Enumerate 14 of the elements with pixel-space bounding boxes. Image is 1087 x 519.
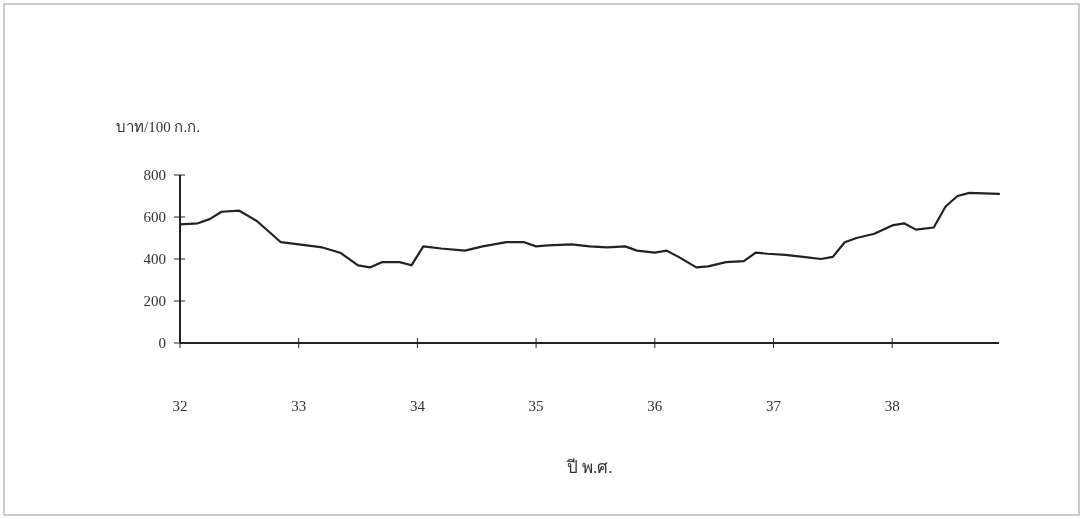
x-tick-label: 36: [647, 398, 663, 414]
x-tick-label: 35: [528, 398, 544, 414]
x-axis-title: ปี พ.ศ.: [565, 458, 613, 477]
x-tick-label: 33: [291, 398, 307, 414]
y-axis-title: บาท/100 ก.ก.: [116, 119, 200, 135]
x-tick-label: 34: [409, 398, 426, 414]
x-tick-label: 37: [765, 398, 782, 414]
y-tick-label: 200: [143, 293, 166, 309]
x-tick-label: 32: [172, 398, 188, 414]
y-tick-label: 800: [143, 167, 166, 183]
y-tick-label: 600: [143, 209, 166, 225]
x-tick-label: 38: [884, 398, 900, 414]
y-tick-label: 400: [143, 251, 166, 267]
y-tick-label: 0: [158, 335, 166, 351]
